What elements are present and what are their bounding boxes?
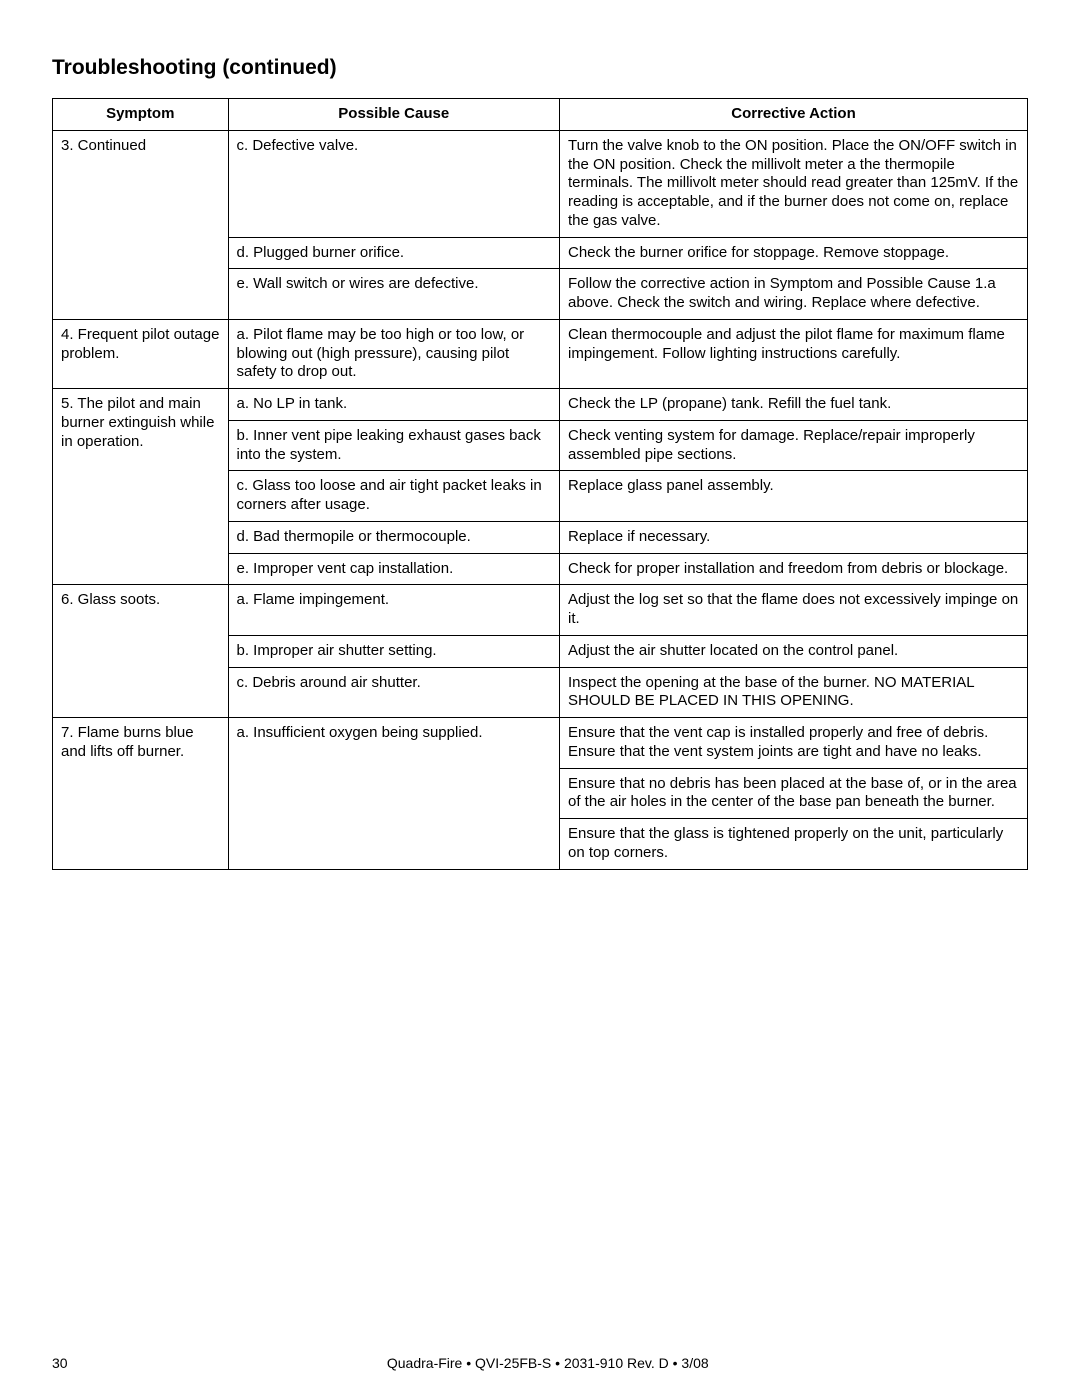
- cell-cause: b. Inner vent pipe leaking exhaust gases…: [228, 420, 560, 471]
- table-row: 5. The pilot and main burner extinguish …: [53, 389, 1028, 421]
- cell-action: Ensure that the glass is tightened prope…: [560, 819, 1028, 870]
- cell-symptom: 6. Glass soots.: [53, 585, 229, 718]
- cell-action: Ensure that no debris has been placed at…: [560, 768, 1028, 819]
- cell-cause: c. Defective valve.: [228, 130, 560, 237]
- cell-cause: a. No LP in tank.: [228, 389, 560, 421]
- cell-cause: c. Glass too loose and air tight packet …: [228, 471, 560, 522]
- troubleshooting-table: Symptom Possible Cause Corrective Action…: [52, 98, 1028, 870]
- header-symptom: Symptom: [53, 99, 229, 131]
- cell-cause: b. Improper air shutter setting.: [228, 635, 560, 667]
- cell-action: Inspect the opening at the base of the b…: [560, 667, 1028, 718]
- cell-action: Replace glass panel assembly.: [560, 471, 1028, 522]
- cell-cause: e. Wall switch or wires are defective.: [228, 269, 560, 320]
- cell-cause: e. Improper vent cap installation.: [228, 553, 560, 585]
- page-number: 30: [52, 1355, 68, 1371]
- table-row: 6. Glass soots. a. Flame impingement. Ad…: [53, 585, 1028, 636]
- cell-action: Check venting system for damage. Replace…: [560, 420, 1028, 471]
- cell-symptom: 5. The pilot and main burner extinguish …: [53, 389, 229, 585]
- cell-action: Follow the corrective action in Symptom …: [560, 269, 1028, 320]
- cell-action: Adjust the air shutter located on the co…: [560, 635, 1028, 667]
- document-page: Troubleshooting (continued) Symptom Poss…: [0, 0, 1080, 1397]
- cell-action: Turn the valve knob to the ON position. …: [560, 130, 1028, 237]
- cell-action: Check for proper installation and freedo…: [560, 553, 1028, 585]
- cell-symptom: 3. Continued: [53, 130, 229, 319]
- cell-cause: c. Debris around air shutter.: [228, 667, 560, 718]
- cell-action: Replace if necessary.: [560, 521, 1028, 553]
- cell-symptom: 4. Frequent pilot outage problem.: [53, 319, 229, 388]
- cell-action: Check the burner oriﬁce for stoppage. Re…: [560, 237, 1028, 269]
- page-footer: 30 Quadra-Fire • QVI-25FB-S • 2031-910 R…: [52, 1355, 1028, 1371]
- cell-action: Adjust the log set so that the ﬂame does…: [560, 585, 1028, 636]
- cell-cause: d. Bad thermopile or thermocouple.: [228, 521, 560, 553]
- header-action: Corrective Action: [560, 99, 1028, 131]
- cell-symptom: 7. Flame burns blue and lifts off burner…: [53, 718, 229, 870]
- document-id: Quadra-Fire • QVI-25FB-S • 2031-910 Rev.…: [52, 1355, 1028, 1371]
- table-row: 7. Flame burns blue and lifts off burner…: [53, 718, 1028, 769]
- cell-cause: a. Insufﬁcient oxygen being supplied.: [228, 718, 560, 870]
- table-header-row: Symptom Possible Cause Corrective Action: [53, 99, 1028, 131]
- table-row: 3. Continued c. Defective valve. Turn th…: [53, 130, 1028, 237]
- cell-action: Ensure that the vent cap is installed pr…: [560, 718, 1028, 769]
- cell-action: Check the LP (propane) tank. Reﬁll the f…: [560, 389, 1028, 421]
- page-title: Troubleshooting (continued): [52, 56, 1028, 80]
- cell-action: Clean thermocouple and adjust the pilot …: [560, 319, 1028, 388]
- cell-cause: d. Plugged burner oriﬁce.: [228, 237, 560, 269]
- table-row: 4. Frequent pilot outage problem. a. Pil…: [53, 319, 1028, 388]
- header-cause: Possible Cause: [228, 99, 560, 131]
- cell-cause: a. Flame impingement.: [228, 585, 560, 636]
- cell-cause: a. Pilot ﬂame may be too high or too low…: [228, 319, 560, 388]
